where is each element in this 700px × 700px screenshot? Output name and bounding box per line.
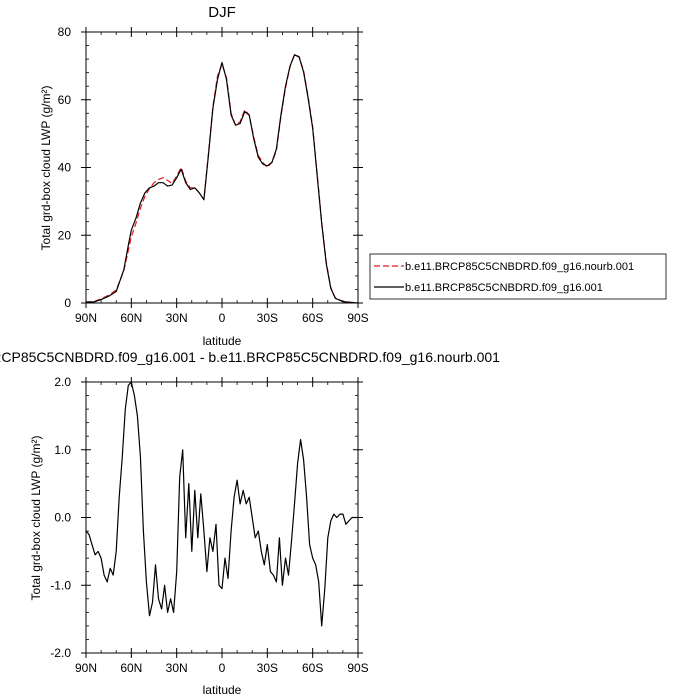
- legend-label-nourb: b.e11.BRCP85C5CNBDRD.f09_g16.nourb.001: [405, 261, 634, 273]
- top-chart-frame: [85, 31, 359, 304]
- bottom-chart-ytick-label: -2.0: [50, 646, 71, 660]
- bottom-chart-ytick-label: -1.0: [50, 578, 71, 592]
- top-chart-xtick-label: 90N: [75, 311, 97, 325]
- bottom-chart-xtick-label: 60N: [120, 661, 142, 675]
- bottom-chart-xtick-label: 90S: [347, 661, 368, 675]
- legend-label-urb: b.e11.BRCP85C5CNBDRD.f09_g16.001: [405, 282, 603, 294]
- top-chart-ytick-label: 80: [58, 25, 72, 39]
- bottom-chart-series: [85, 381, 358, 627]
- bottom-chart-ylabel-text: Total grd-box cloud LWP (g/m²): [29, 436, 43, 601]
- top-chart-series: [85, 54, 359, 304]
- top-chart-xtick-label: 0: [219, 311, 226, 325]
- bottom-chart-xtick-label: 30S: [257, 661, 278, 675]
- top-chart-ylabel-text: Total grd-box cloud LWP (g/m²): [39, 86, 53, 251]
- bottom-chart-xtick-label: 60S: [302, 661, 323, 675]
- top-chart-xtick-label: 90S: [347, 311, 368, 325]
- top-chart-series-line-1: [86, 54, 359, 304]
- top-chart-ylabel: Total grd-box cloud LWP (g/m²): [39, 86, 53, 251]
- bottom-chart-ytick-label: 1.0: [54, 443, 71, 457]
- bottom-chart-xtick-label: 0: [219, 661, 226, 675]
- top-chart: DJF Total grd-box cloud LWP (g/m²) latit…: [39, 4, 369, 348]
- top-chart-xtick-label: 30N: [166, 311, 188, 325]
- bottom-chart-ytick-label: 2.0: [54, 375, 71, 389]
- top-chart-xtick-label: 60N: [120, 311, 142, 325]
- bottom-chart-xlabel: latitude: [203, 683, 242, 697]
- top-chart-ytick-label: 0: [64, 296, 71, 310]
- bottom-chart-ylabel: Total grd-box cloud LWP (g/m²): [29, 436, 43, 601]
- top-chart-title: DJF: [208, 4, 236, 21]
- bottom-chart: b.e11.BRCP85C5CNBDRD.f09_g16.001 - b.e11…: [0, 349, 500, 697]
- bottom-chart-series-line-0: [85, 381, 358, 627]
- top-chart-ytick-label: 20: [58, 228, 72, 242]
- bottom-chart-title: b.e11.BRCP85C5CNBDRD.f09_g16.001 - b.e11…: [0, 349, 500, 365]
- bottom-chart-xtick-label: 90N: [75, 661, 97, 675]
- top-chart-ytick-label: 60: [58, 93, 72, 107]
- bottom-chart-xtick-label: 30N: [166, 661, 188, 675]
- top-chart-xlabel: latitude: [203, 334, 242, 348]
- top-chart-ytick-label: 40: [58, 161, 72, 175]
- legend-box: [369, 253, 667, 300]
- bottom-chart-frame: [85, 381, 359, 654]
- top-chart-xtick-label: 30S: [257, 311, 278, 325]
- top-chart-xtick-label: 60S: [302, 311, 323, 325]
- bottom-chart-ytick-label: 0.0: [54, 511, 71, 525]
- bottom-chart-ticks: 90N 60N 30N 0 30S 60S 90S 2.0 1.0 0.0 -1.0 -2.0: [50, 375, 368, 675]
- top-chart-ticks: 90N 60N 30N 0 30S 60S 90S 0 20 40 60 80: [58, 25, 369, 325]
- legend: b.e11.BRCP85C5CNBDRD.f09_g16.nourb.001 b…: [369, 253, 667, 300]
